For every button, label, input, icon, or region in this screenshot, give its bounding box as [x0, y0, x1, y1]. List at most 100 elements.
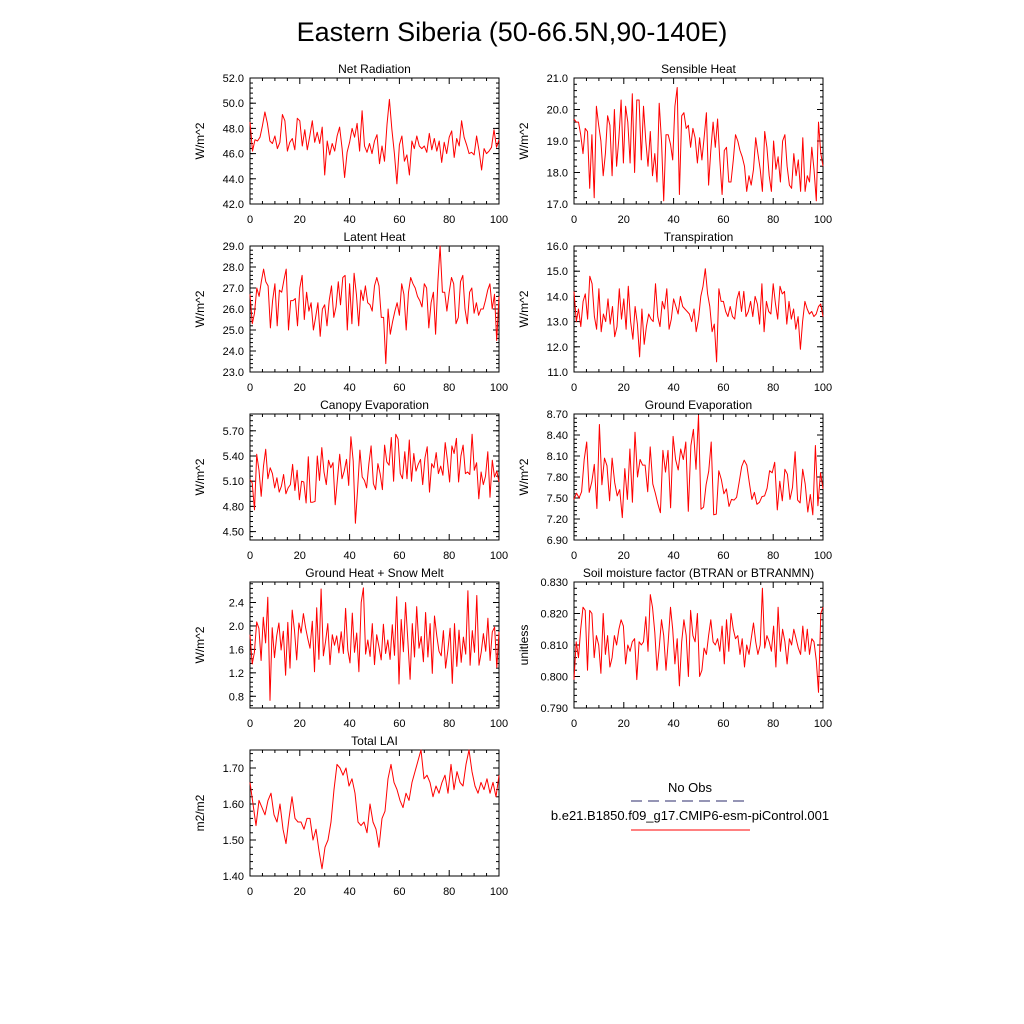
legend: No Obs b.e21.B1850.f09_g17.CMIP6-esm-piC…: [551, 780, 829, 831]
y-tick-label: 5.70: [223, 426, 244, 438]
panel-title: Ground Evaporation: [645, 398, 752, 412]
panel-total-lai: Total LAI m2/m2 0 20 40 60 80 100 1.40 1.50 1.60 1.…: [193, 734, 508, 898]
panel-soil-moisture-factor-btran-or-btranmn: Soil moisture factor (BTRAN or BTRANMN) u…: [517, 566, 832, 730]
x-tick-label: 80: [443, 718, 455, 730]
series-line-ground-evaporation: [573, 414, 824, 519]
panel-title: Sensible Heat: [661, 62, 736, 76]
panel-sensible-heat: Sensible Heat W/m^2 0 20 40 60 80 100 17.0 18.0 19…: [517, 62, 832, 226]
y-tick-label: 2.0: [229, 621, 244, 633]
x-tick-label: 60: [717, 382, 729, 394]
y-tick-label: 52.0: [223, 73, 244, 85]
y-axis-label: unitless: [517, 625, 531, 666]
x-tick-label: 100: [814, 550, 832, 562]
y-tick-label: 8.40: [547, 430, 568, 442]
y-axis-label: m2/m2: [193, 794, 207, 831]
x-tick-label: 0: [571, 718, 577, 730]
series-line-ground-heat-snow-melt: [249, 587, 500, 701]
figure-title: Eastern Siberia (50-66.5N,90-140E): [297, 17, 728, 47]
x-tick-label: 20: [618, 550, 630, 562]
y-tick-label: 21.0: [547, 73, 568, 85]
x-tick-label: 60: [393, 214, 405, 226]
series-line-canopy-evaporation: [249, 433, 500, 524]
panel-title: Canopy Evaporation: [320, 398, 429, 412]
x-tick-label: 0: [247, 550, 253, 562]
y-tick-label: 7.50: [547, 493, 568, 505]
y-tick-label: 5.10: [223, 476, 244, 488]
y-tick-label: 12.0: [547, 342, 568, 354]
panel-title: Total LAI: [351, 734, 398, 748]
y-tick-label: 46.0: [223, 149, 244, 161]
x-tick-label: 100: [814, 214, 832, 226]
y-tick-label: 7.80: [547, 472, 568, 484]
x-tick-label: 80: [443, 382, 455, 394]
panel-title: Net Radiation: [338, 62, 411, 76]
series-line-net-radiation: [249, 98, 500, 185]
x-tick-label: 100: [490, 214, 508, 226]
x-tick-label: 0: [571, 382, 577, 394]
y-tick-label: 0.810: [540, 640, 568, 652]
plot-frame: [249, 749, 500, 877]
panel-title: Latent Heat: [343, 230, 406, 244]
y-tick-label: 50.0: [223, 98, 244, 110]
y-axis-label: W/m^2: [193, 626, 207, 663]
y-axis-label: W/m^2: [517, 290, 531, 327]
y-tick-label: 20.0: [547, 105, 568, 117]
y-tick-label: 27.0: [223, 283, 244, 295]
x-tick-label: 40: [343, 718, 355, 730]
x-tick-label: 60: [393, 382, 405, 394]
x-tick-label: 0: [571, 550, 577, 562]
y-tick-label: 8.10: [547, 451, 568, 463]
y-tick-label: 1.60: [223, 799, 244, 811]
y-tick-label: 13.0: [547, 317, 568, 329]
panel-transpiration: Transpiration W/m^2 0 20 40 60 80 100 11.0 12.0 13…: [517, 230, 832, 394]
y-tick-label: 0.800: [540, 672, 568, 684]
x-tick-label: 100: [490, 382, 508, 394]
x-tick-label: 20: [618, 214, 630, 226]
x-tick-label: 0: [247, 214, 253, 226]
x-tick-label: 80: [767, 214, 779, 226]
panel-canopy-evaporation: Canopy Evaporation W/m^2 0 20 40 60 80 100 4.50 4…: [193, 398, 508, 562]
x-tick-label: 20: [618, 382, 630, 394]
series-line-total-lai: [249, 749, 500, 870]
y-tick-label: 7.20: [547, 514, 568, 526]
x-tick-label: 40: [667, 382, 679, 394]
x-tick-label: 80: [443, 214, 455, 226]
x-tick-label: 0: [247, 382, 253, 394]
y-tick-label: 25.0: [223, 325, 244, 337]
y-tick-label: 48.0: [223, 123, 244, 135]
y-tick-label: 16.0: [547, 241, 568, 253]
y-tick-label: 6.90: [547, 535, 568, 547]
legend-label-no-obs: No Obs: [668, 780, 713, 795]
x-tick-label: 60: [717, 214, 729, 226]
series-line-soil-moisture-factor-btran-or-btranmn: [573, 587, 824, 693]
panel-latent-heat: Latent Heat W/m^2 0 20 40 60 80 100 23.0 24.0 25.0…: [193, 230, 508, 394]
y-tick-label: 24.0: [223, 346, 244, 358]
x-tick-label: 60: [717, 550, 729, 562]
y-tick-label: 1.40: [223, 871, 244, 883]
y-tick-label: 0.820: [540, 609, 568, 621]
legend-label-model: b.e21.B1850.f09_g17.CMIP6-esm-piControl.…: [551, 808, 829, 823]
y-tick-label: 19.0: [547, 136, 568, 148]
y-axis-label: W/m^2: [193, 290, 207, 327]
y-tick-label: 0.8: [229, 691, 244, 703]
x-tick-label: 40: [343, 886, 355, 898]
x-tick-label: 20: [294, 382, 306, 394]
series-line-transpiration: [573, 268, 824, 363]
series-line-latent-heat: [249, 245, 500, 365]
y-tick-label: 1.6: [229, 644, 244, 656]
x-tick-label: 80: [443, 886, 455, 898]
y-tick-label: 0.790: [540, 703, 568, 715]
x-tick-label: 20: [294, 214, 306, 226]
y-tick-label: 11.0: [547, 367, 568, 379]
x-tick-label: 20: [294, 550, 306, 562]
y-tick-label: 23.0: [223, 367, 244, 379]
panel-ground-heat-snow-melt: Ground Heat + Snow Melt W/m^2 0 20 40 60 80 100…: [193, 566, 508, 730]
y-axis-label: W/m^2: [193, 122, 207, 159]
x-tick-label: 60: [393, 718, 405, 730]
x-tick-label: 100: [490, 718, 508, 730]
y-tick-label: 18.0: [547, 168, 568, 180]
panel-title: Soil moisture factor (BTRAN or BTRANMN): [583, 566, 814, 580]
panel-ground-evaporation: Ground Evaporation W/m^2 0 20 40 60 80 100 6.90 7…: [517, 398, 832, 562]
y-tick-label: 15.0: [547, 266, 568, 278]
y-tick-label: 42.0: [223, 199, 244, 211]
